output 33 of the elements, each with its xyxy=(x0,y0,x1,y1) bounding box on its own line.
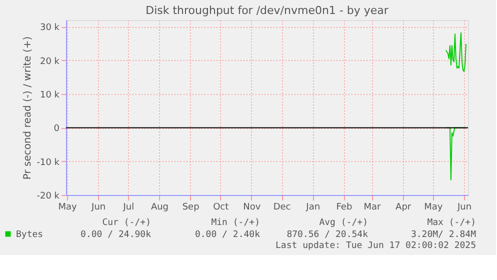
y-axis-title: Pr second read (-) / write (+) xyxy=(22,36,34,180)
text: Cur (-/+) xyxy=(102,218,151,228)
x-tick-label: May xyxy=(58,202,78,212)
x-tick-label: Jun xyxy=(456,202,472,212)
x-tick-label: Jul xyxy=(122,202,134,212)
y-tick-label: 20 k xyxy=(40,56,60,67)
x-tick-label: Jun xyxy=(90,202,106,212)
text: Min (-/+) xyxy=(211,218,260,228)
x-tick-label: Apr xyxy=(396,202,412,212)
y-tick-label: -10 k xyxy=(36,158,60,168)
text: 870.56 / 20.54k xyxy=(286,230,369,240)
x-tick-label: Sep xyxy=(182,202,200,212)
x-tick-label: Feb xyxy=(336,202,352,212)
x-tick-label: Oct xyxy=(213,202,230,212)
x-tick-label: Jan xyxy=(305,202,320,212)
text: 3.20M/ 2.84M xyxy=(410,230,477,240)
line-series xyxy=(445,32,466,72)
y-tick-label: 30 k xyxy=(40,23,60,34)
y-tick-label: 10 k xyxy=(40,90,60,101)
text: Max (-/+) xyxy=(427,218,476,228)
x-tick-label: Dec xyxy=(273,202,291,212)
text: Last update: Tue Jun 17 02:00:02 2025 xyxy=(276,241,476,251)
y-tick-label: 0 xyxy=(54,124,60,134)
text: 0.00 / 24.90k xyxy=(80,230,152,240)
y-tick-label: -20 k xyxy=(36,192,60,202)
x-tick-label: Aug xyxy=(150,202,169,212)
x-tick-label: Nov xyxy=(243,202,262,212)
chart-title: Disk throughput for /dev/nvme0n1 - by year xyxy=(146,4,389,17)
legend-label: Bytes xyxy=(16,230,44,240)
text: Avg (-/+) xyxy=(319,218,368,228)
x-tick-label: May xyxy=(424,202,444,212)
text: 0.00 / 2.40k xyxy=(194,230,261,240)
x-tick-label: Mar xyxy=(364,202,382,212)
